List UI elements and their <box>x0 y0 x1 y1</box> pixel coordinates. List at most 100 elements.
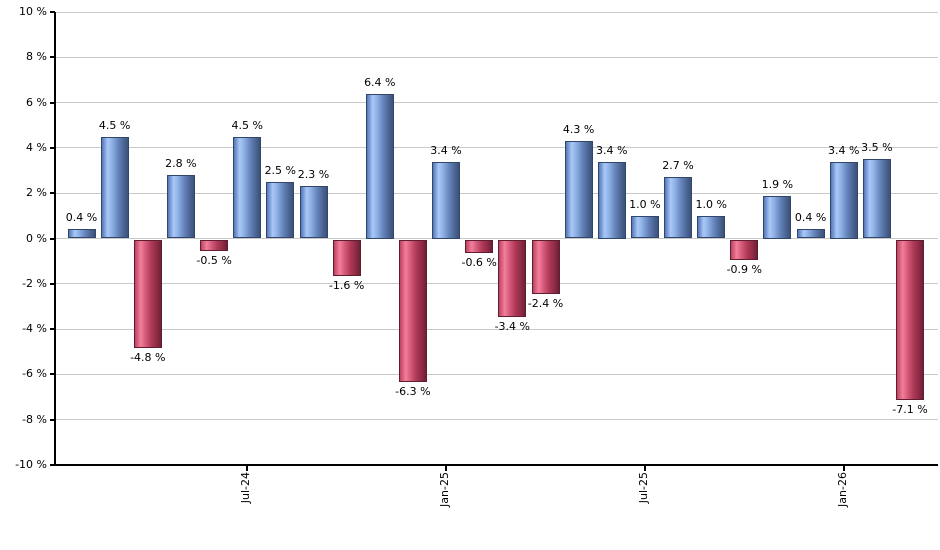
y-axis-tick-label: -10 % <box>15 458 47 471</box>
x-axis-tick-label-text: Jul-24 <box>239 472 253 504</box>
y-axis-tick-mark <box>50 237 55 240</box>
positive-bar <box>597 161 626 239</box>
x-axis-tick-label: Jan-25 <box>438 472 452 511</box>
y-axis-tick-label: 6 % <box>26 95 47 109</box>
y-axis-tick-mark <box>50 101 55 104</box>
positive-bar <box>829 161 858 239</box>
y-axis-tick-label: 0 % <box>26 231 47 245</box>
bar-value-label: 1.0 % <box>629 197 661 211</box>
negative-bar <box>498 239 527 317</box>
y-axis-tick-label: 4 % <box>26 140 47 154</box>
y-axis-tick-label: -8 % <box>22 412 47 426</box>
negative-bar <box>332 239 361 276</box>
gridline <box>55 238 938 239</box>
gridline <box>55 147 938 149</box>
bar-value-label: 1.9 % <box>761 177 794 191</box>
negative-bar <box>465 239 494 254</box>
positive-bar <box>67 229 96 239</box>
positive-bar <box>166 175 195 239</box>
x-axis-tick-mark <box>643 465 646 471</box>
x-axis-tick-mark <box>445 465 447 471</box>
positive-bar <box>763 195 792 239</box>
bar-value-label: -0.9 % <box>726 262 762 276</box>
positive-bar <box>233 136 262 239</box>
y-axis-tick-mark <box>50 11 55 13</box>
y-axis-tick-label: 8 % <box>26 50 47 64</box>
y-axis-tick-mark <box>50 146 55 149</box>
bar-value-label: 2.5 % <box>264 163 297 177</box>
y-axis-tick-mark <box>50 418 55 421</box>
positive-bar <box>365 93 394 239</box>
x-axis-line <box>54 464 938 466</box>
x-axis-tick-label-text: Jan-25 <box>438 472 451 507</box>
bar-value-label: -6.3 % <box>395 385 431 399</box>
y-axis-tick-mark <box>50 282 55 285</box>
x-axis-tick-label-text: Jul-25 <box>636 472 650 504</box>
positive-bar <box>697 215 726 239</box>
gridline <box>55 328 938 330</box>
y-axis-tick-mark <box>50 192 55 195</box>
bar-value-label: -1.6 % <box>328 278 365 292</box>
bar-value-label: -0.5 % <box>196 253 232 267</box>
positive-bar <box>796 229 825 239</box>
x-axis-tick-label: Jan-26 <box>836 472 850 511</box>
bar-value-label: 2.8 % <box>165 157 197 171</box>
bar-value-label: -0.6 % <box>461 256 497 270</box>
gridline <box>55 192 938 194</box>
bar-value-label: -4.8 % <box>130 351 166 365</box>
bar-value-label: 3.4 % <box>827 143 860 157</box>
gridline <box>55 283 938 285</box>
y-axis-tick-mark <box>50 56 55 59</box>
y-axis-tick-label: 10 % <box>19 5 47 18</box>
negative-bar <box>730 239 759 260</box>
positive-bar <box>432 161 460 239</box>
bar-value-label: -3.4 % <box>494 319 530 333</box>
negative-bar <box>133 239 162 349</box>
bar-value-label: 3.4 % <box>595 143 628 157</box>
y-axis-tick-mark <box>50 464 55 466</box>
bar-value-label: 0.4 % <box>794 211 827 225</box>
gridline <box>55 419 938 421</box>
bar-value-label: 4.5 % <box>98 118 131 132</box>
y-axis-tick-label: -4 % <box>22 322 47 336</box>
y-axis-tick-label: -2 % <box>22 276 47 290</box>
x-axis-tick-label: Jul-25 <box>637 472 651 507</box>
bar-value-label: 2.7 % <box>662 159 694 173</box>
negative-bar <box>200 239 229 251</box>
bar-value-label: -7.1 % <box>892 403 928 417</box>
bar-value-label: -2.4 % <box>527 296 564 310</box>
x-axis-tick-mark <box>246 465 249 471</box>
positive-bar <box>100 136 129 239</box>
bar-value-label: 3.4 % <box>430 143 462 157</box>
x-axis-tick-label: Jul-24 <box>239 472 253 507</box>
gridline <box>55 56 938 58</box>
x-axis-tick-mark <box>842 465 845 471</box>
positive-bar <box>664 177 692 239</box>
bar-value-label: 1.0 % <box>695 197 727 211</box>
gridline <box>55 11 938 13</box>
gridline <box>55 102 938 104</box>
gridline <box>55 373 938 375</box>
negative-bar <box>398 239 427 383</box>
positive-bar <box>299 186 328 239</box>
bar-value-label: 3.5 % <box>861 141 893 155</box>
bar-value-label: 2.3 % <box>297 168 330 182</box>
negative-bar <box>896 239 924 401</box>
bar-value-label: 0.4 % <box>65 211 98 225</box>
positive-bar <box>266 181 295 239</box>
x-axis-tick-label-text: Jan-26 <box>835 472 849 507</box>
bar-value-label: 6.4 % <box>364 75 396 89</box>
y-axis-line <box>54 12 56 466</box>
y-axis-tick-label: 2 % <box>26 186 47 200</box>
positive-bar <box>630 215 659 239</box>
y-axis-tick-mark <box>50 328 55 331</box>
y-axis-tick-mark <box>50 373 55 376</box>
bar-value-label: 4.3 % <box>562 123 595 137</box>
negative-bar <box>531 239 560 294</box>
positive-bar <box>862 159 891 239</box>
y-axis-tick-label: -6 % <box>22 367 47 381</box>
